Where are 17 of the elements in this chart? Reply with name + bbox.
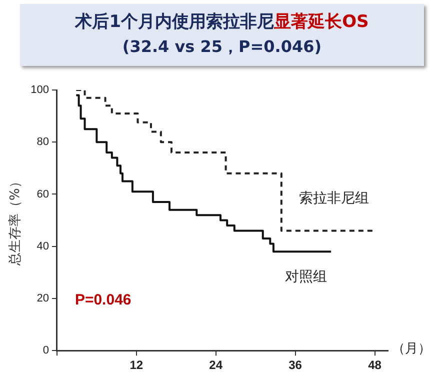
- x-tick-label: 24: [209, 358, 223, 372]
- y-tick-label: 40: [36, 240, 49, 252]
- y-tick-label: 60: [36, 188, 49, 200]
- y-tick-label: 0: [42, 344, 49, 357]
- y-tick-label: 80: [36, 136, 49, 148]
- x-tick-label: 12: [130, 358, 144, 372]
- series-label: 对照组: [285, 269, 328, 286]
- chart-subtitle: (32.4 vs 25，P=0.046): [121, 37, 323, 58]
- y-axis-title: 总生存率（%）: [7, 175, 24, 266]
- y-tick-label: 20: [36, 292, 49, 305]
- chart-title: 术后1个月内使用索拉非尼显著延长OS: [75, 12, 369, 32]
- x-tick-label: 36: [288, 358, 302, 372]
- y-tick-label: 100: [30, 84, 49, 96]
- x-tick-label: 48: [368, 358, 382, 372]
- annotation: P=0.046: [74, 292, 132, 309]
- x-axis-title: （月）: [392, 342, 431, 357]
- series-label: 索拉非尼组: [298, 190, 369, 206]
